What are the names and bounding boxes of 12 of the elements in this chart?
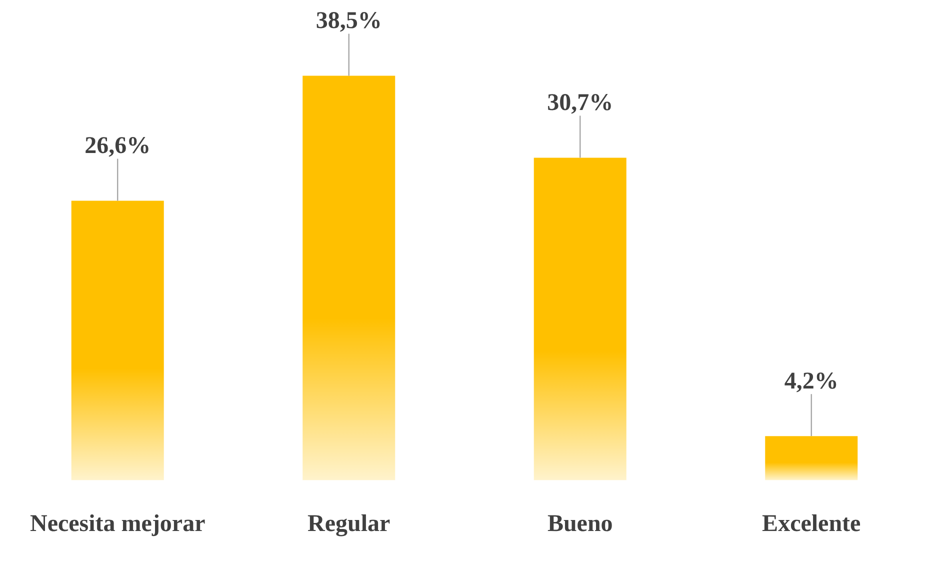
bar: [765, 436, 858, 480]
data-label: 4,2%: [784, 368, 838, 394]
bar: [302, 76, 396, 480]
data-label: 30,7%: [547, 90, 614, 116]
data-label: 38,5%: [316, 8, 382, 34]
x-tick-label: Bueno: [547, 510, 613, 537]
x-tick-label: Regular: [308, 510, 391, 537]
x-tick-label: Excelente: [762, 510, 862, 537]
data-label: 26,6%: [84, 132, 151, 159]
bar: [71, 200, 164, 480]
bar: [534, 158, 626, 480]
x-tick-label: Necesita mejorar: [30, 510, 206, 537]
